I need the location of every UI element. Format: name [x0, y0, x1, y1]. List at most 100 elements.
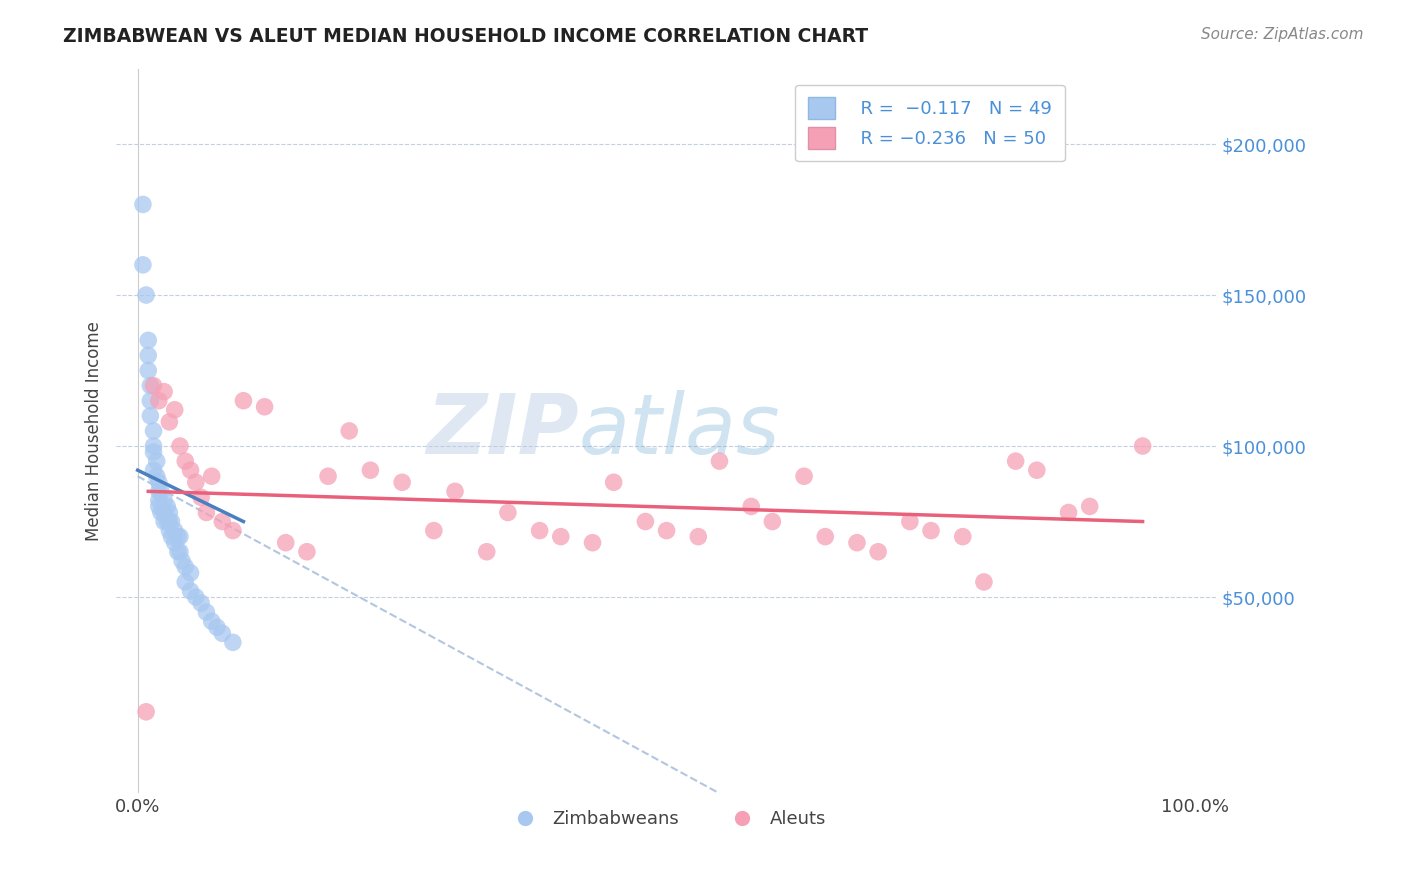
Point: [169, 530, 191, 544]
Point: [145, 469, 167, 483]
Point: [868, 545, 890, 559]
Point: [337, 424, 360, 438]
Point: [496, 506, 519, 520]
Point: [142, 424, 165, 438]
Point: [157, 415, 180, 429]
Point: [1004, 454, 1026, 468]
Point: [142, 445, 165, 459]
Point: [180, 566, 202, 580]
Point: [136, 363, 159, 377]
Point: [142, 378, 165, 392]
Point: [423, 524, 446, 538]
Point: [195, 506, 218, 520]
Point: [475, 545, 498, 559]
Point: [529, 524, 551, 538]
Point: [1078, 500, 1101, 514]
Point: [166, 530, 188, 544]
Point: [132, 197, 155, 211]
Point: [602, 475, 624, 490]
Point: [222, 635, 245, 649]
Point: [174, 574, 197, 589]
Point: [232, 393, 254, 408]
Point: [160, 515, 183, 529]
Point: [135, 288, 157, 302]
Point: [139, 409, 162, 423]
Point: [709, 454, 731, 468]
Point: [160, 530, 183, 544]
Point: [211, 515, 233, 529]
Point: [655, 524, 678, 538]
Text: ZIP: ZIP: [426, 391, 578, 472]
Point: [793, 469, 815, 483]
Point: [153, 515, 176, 529]
Point: [1057, 506, 1080, 520]
Point: [316, 469, 339, 483]
Point: [169, 545, 191, 559]
Point: [153, 384, 176, 399]
Point: [163, 535, 186, 549]
Point: [184, 475, 207, 490]
Point: [180, 584, 202, 599]
Point: [253, 400, 276, 414]
Point: [211, 626, 233, 640]
Point: [174, 454, 197, 468]
Point: [148, 484, 170, 499]
Point: [163, 402, 186, 417]
Point: [190, 491, 212, 505]
Point: [148, 393, 170, 408]
Point: [142, 463, 165, 477]
Point: [153, 493, 176, 508]
Point: [920, 524, 942, 538]
Point: [180, 463, 202, 477]
Point: [139, 393, 162, 408]
Point: [1025, 463, 1047, 477]
Point: [156, 515, 179, 529]
Point: [166, 545, 188, 559]
Text: atlas: atlas: [578, 391, 780, 472]
Point: [169, 439, 191, 453]
Y-axis label: Median Household Income: Median Household Income: [86, 321, 103, 541]
Point: [153, 506, 176, 520]
Point: [145, 454, 167, 468]
Point: [149, 484, 172, 499]
Point: [157, 524, 180, 538]
Point: [139, 378, 162, 392]
Point: [172, 554, 194, 568]
Text: ZIMBABWEAN VS ALEUT MEDIAN HOUSEHOLD INCOME CORRELATION CHART: ZIMBABWEAN VS ALEUT MEDIAN HOUSEHOLD INC…: [63, 27, 869, 45]
Point: [157, 515, 180, 529]
Point: [135, 705, 157, 719]
Point: [740, 500, 762, 514]
Point: [174, 559, 197, 574]
Point: [634, 515, 657, 529]
Point: [274, 535, 297, 549]
Point: [148, 475, 170, 490]
Point: [761, 515, 783, 529]
Point: [184, 590, 207, 604]
Point: [132, 258, 155, 272]
Point: [814, 530, 837, 544]
Text: Source: ZipAtlas.com: Source: ZipAtlas.com: [1201, 27, 1364, 42]
Point: [201, 614, 224, 628]
Legend: Zimbabweans, Aleuts: Zimbabweans, Aleuts: [501, 803, 834, 835]
Point: [688, 530, 710, 544]
Point: [846, 535, 869, 549]
Point: [359, 463, 381, 477]
Point: [205, 620, 228, 634]
Point: [142, 439, 165, 453]
Point: [973, 574, 995, 589]
Point: [148, 500, 170, 514]
Point: [1132, 439, 1154, 453]
Point: [148, 493, 170, 508]
Point: [190, 596, 212, 610]
Point: [195, 605, 218, 619]
Point: [898, 515, 921, 529]
Point: [156, 500, 179, 514]
Point: [136, 334, 159, 348]
Point: [136, 348, 159, 362]
Point: [163, 524, 186, 538]
Point: [295, 545, 318, 559]
Point: [391, 475, 413, 490]
Point: [222, 524, 245, 538]
Point: [149, 506, 172, 520]
Point: [550, 530, 572, 544]
